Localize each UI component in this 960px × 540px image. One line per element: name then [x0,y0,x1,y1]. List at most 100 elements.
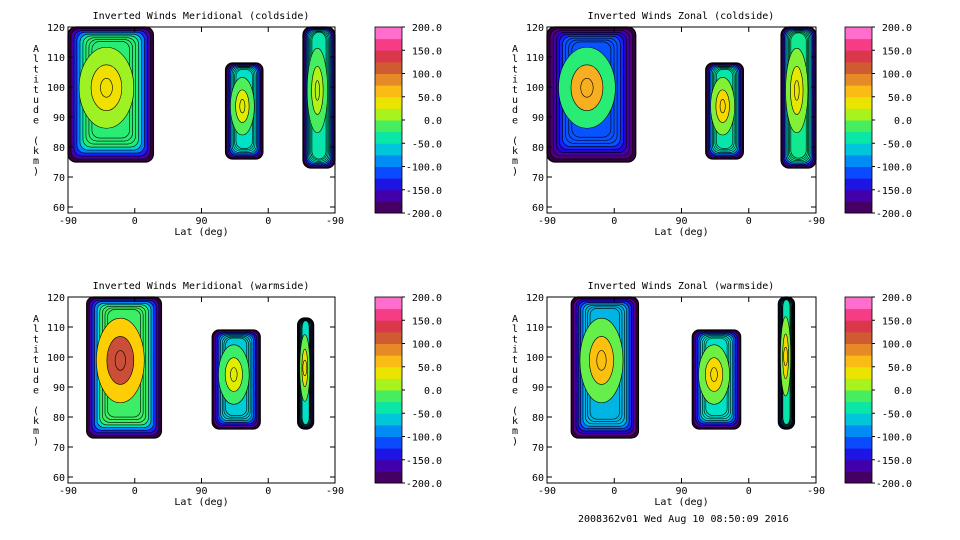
colorbar: 200.0 150.0 100.0 50.0 0.0 -50.0 -100.0 -150.0 -… [844,23,912,220]
y-tick-label: 80 [53,143,65,154]
colorbar-swatch [375,178,402,191]
colorbar-swatch [845,424,872,437]
colorbar-swatch [845,131,872,144]
y-tick-label: 100 [526,83,544,94]
colorbar-tick-label: 150.0 [412,46,442,57]
y-tick-label: 60 [532,473,544,484]
colorbar-swatch [375,38,402,51]
colorbar-tick-label: 50.0 [888,363,912,374]
y-tick-label: 100 [47,353,65,364]
colorbar-tick-label: -100.0 [406,163,442,174]
contour-feature [302,359,308,377]
chart-panel-3: Inverted Winds Meridional (warmside) 60 70… [33,281,442,508]
colorbar-tick-label: 200.0 [412,293,442,304]
x-tick-label: 0 [265,216,271,227]
contour-feature [710,367,718,382]
colorbar-swatch [845,73,872,86]
colorbar-swatch [375,73,402,86]
x-tick-label: -90 [538,486,556,497]
y-tick-label: 100 [526,353,544,364]
colorbar-tick-label: 50.0 [888,93,912,104]
colorbar-swatch [375,61,402,74]
data-region [67,26,155,163]
colorbar-swatch [845,459,872,472]
colorbar-tick-label: 100.0 [412,70,442,81]
colorbar-swatch [845,27,872,40]
x-tick-label: 0 [611,486,617,497]
data-region [777,296,796,430]
chart-panel-2: Inverted Winds Zonal (coldside) 60 70 80 90 1… [512,11,912,238]
y-tick-label: 90 [532,383,544,394]
colorbar-tick-label: 50.0 [418,363,442,374]
y-tick-label: 110 [47,53,65,64]
colorbar-tick-label: 0.0 [424,116,442,127]
colorbar-swatch [845,85,872,98]
y-tick-label: 60 [532,203,544,214]
colorbar-tick-label: -50.0 [882,409,912,420]
data-region [86,296,163,439]
x-tick-label: 0 [746,486,752,497]
y-tick-label: 100 [47,83,65,94]
contour-feature [580,78,594,98]
colorbar-tick-label: 200.0 [882,293,912,304]
colorbar-swatch [375,154,402,167]
colorbar-tick-label: -50.0 [412,409,442,420]
colorbar-swatch [845,96,872,109]
y-tick-label: 60 [53,203,65,214]
colorbar-swatch [375,390,402,403]
y-tick-label: 120 [47,23,65,34]
colorbar-tick-label: 150.0 [412,316,442,327]
colorbar-swatch [845,413,872,426]
footer-stamp: 2008362v01 Wed Aug 10 08:50:09 2016 [578,514,789,525]
data-region [546,26,637,163]
x-tick-label: 90 [195,486,207,497]
colorbar-tick-label: -50.0 [882,139,912,150]
colorbar-swatch [845,308,872,321]
colorbar-swatch [845,38,872,51]
contour-feature [314,80,320,101]
x-tick-label: -90 [59,216,77,227]
colorbar-swatch [375,201,402,214]
y-tick-label: 70 [532,173,544,184]
x-tick-label: -90 [326,216,344,227]
colorbar-tick-label: -150.0 [876,186,912,197]
colorbar-tick-label: 0.0 [894,116,912,127]
colorbar-swatch [845,401,872,414]
x-tick-label: 90 [195,216,207,227]
data-region [224,62,264,160]
x-tick-label: -90 [326,486,344,497]
contour-feature [596,350,607,371]
y-tick-label: 70 [53,443,65,454]
x-axis-label: Lat (deg) [654,227,708,238]
colorbar-swatch [375,166,402,179]
colorbar-swatch [375,459,402,472]
contour-feature [239,99,246,114]
colorbar-swatch [845,297,872,310]
colorbar-swatch [845,390,872,403]
y-tick-label: 120 [47,293,65,304]
colorbar-swatch [375,308,402,321]
colorbar-swatch [375,413,402,426]
colorbar-swatch [375,297,402,310]
colorbar-tick-label: -200.0 [876,209,912,220]
colorbar-tick-label: 150.0 [882,46,912,57]
chart-title: Inverted Winds Meridional (coldside) [93,11,310,22]
colorbar-swatch [845,143,872,156]
y-tick-label: 70 [53,173,65,184]
colorbar-swatch [845,366,872,379]
colorbar-swatch [375,189,402,202]
colorbar-swatch [375,448,402,461]
colorbar-swatch [375,85,402,98]
contour-feature [230,367,238,382]
x-tick-label: -90 [538,216,556,227]
chart-panel-4: Inverted Winds Zonal (warmside) 60 70 80 90 1… [512,281,912,508]
x-tick-label: 0 [132,216,138,227]
colorbar-swatch [845,331,872,344]
colorbar-swatch [845,61,872,74]
colorbar-tick-label: 100.0 [882,70,912,81]
colorbar-tick-label: -200.0 [876,479,912,490]
data-region [705,62,744,160]
y-tick-label: 90 [53,113,65,124]
